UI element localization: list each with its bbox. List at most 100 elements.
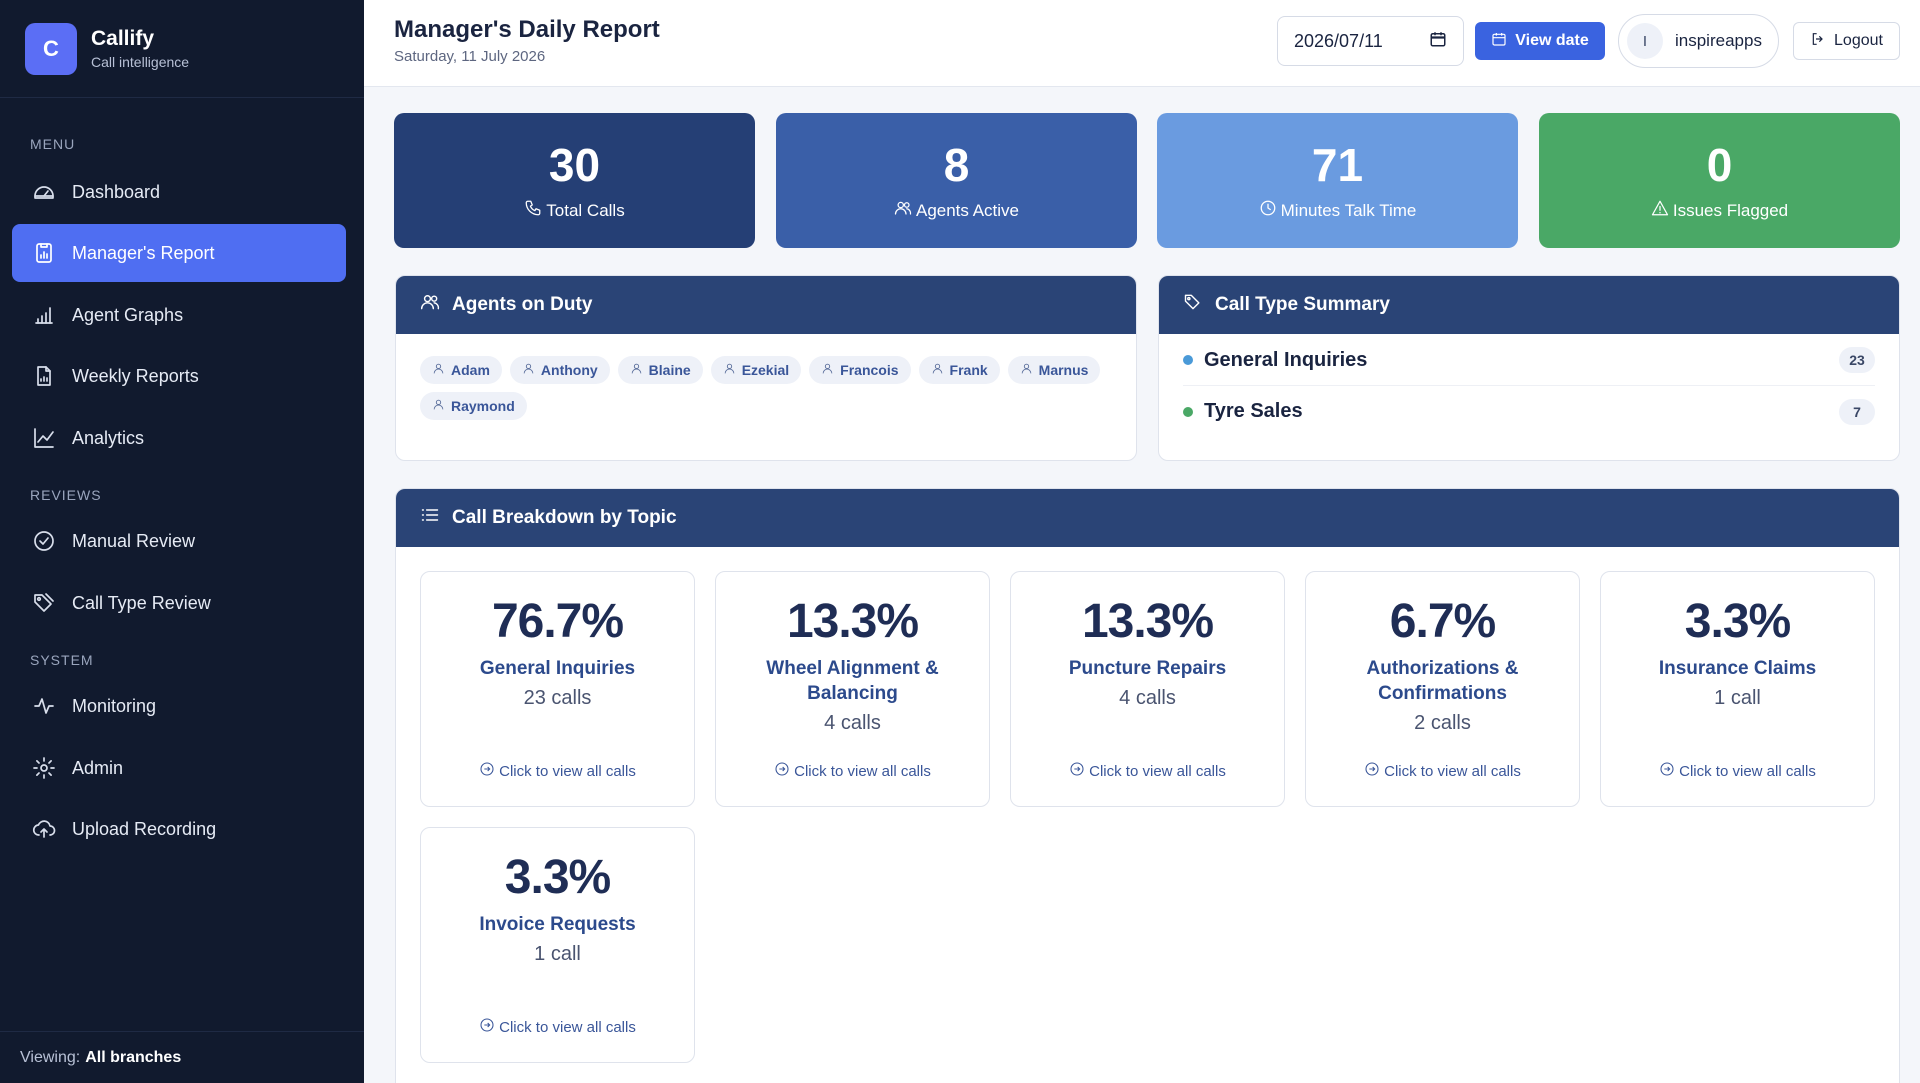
avatar: I [1627, 23, 1663, 59]
agent-chip[interactable]: Ezekial [710, 356, 802, 384]
topic-percentage: 76.7% [491, 595, 624, 648]
users-icon [894, 199, 916, 222]
topic-call-count: 4 calls [824, 712, 881, 734]
sidebar-item-label: Monitoring [72, 695, 157, 716]
sidebar-item-weekly-reports[interactable]: Weekly Reports [12, 347, 346, 405]
date-input-value: 2026/07/11 [1294, 30, 1383, 51]
date-input[interactable]: 2026/07/11 [1277, 16, 1464, 66]
logout-button[interactable]: Logout [1793, 22, 1900, 60]
sidebar-item-analytics[interactable]: Analytics [12, 409, 346, 467]
line-chart-icon [30, 424, 58, 452]
stat-value: 8 [943, 139, 970, 191]
arrow-circle-icon [479, 761, 499, 781]
sidebar-item-agent-graphs[interactable]: Agent Graphs [12, 286, 346, 344]
topic-card[interactable]: 6.7% Authorizations & Confirmations 2 ca… [1305, 571, 1580, 807]
logout-icon [1810, 31, 1834, 52]
topic-name: Insurance Claims [1658, 658, 1817, 679]
topic-percentage: 3.3% [1684, 595, 1791, 648]
arrow-circle-icon [1659, 761, 1679, 781]
panel-header: Agents on Duty [396, 276, 1136, 334]
arrow-circle-icon [774, 761, 794, 781]
sidebar-item-managers-report[interactable]: Manager's Report [12, 224, 346, 282]
topic-card[interactable]: 3.3% Invoice Requests 1 call Click to vi… [420, 827, 695, 1063]
brand-logo: C [25, 22, 77, 75]
view-calls-link[interactable]: Click to view all calls [1601, 761, 1874, 781]
sidebar-item-label: Upload Recording [72, 818, 217, 839]
sidebar-item-call-type-review[interactable]: Call Type Review [12, 574, 346, 632]
topic-percentage: 3.3% [504, 851, 611, 904]
view-calls-link[interactable]: Click to view all calls [421, 1017, 694, 1037]
brand-subtitle: Call intelligence [91, 54, 190, 70]
brand-name: Callify [91, 27, 155, 50]
sidebar-item-monitoring[interactable]: Monitoring [12, 677, 346, 735]
topic-card[interactable]: 76.7% General Inquiries 23 calls Click t… [420, 571, 695, 807]
call-type-row[interactable]: General Inquiries 23 [1183, 335, 1875, 386]
sidebar: C Callify Call intelligence MENU Dashboa… [0, 0, 364, 1083]
topic-card[interactable]: 13.3% Puncture Repairs 4 calls Click to … [1010, 571, 1285, 807]
view-calls-link[interactable]: Click to view all calls [716, 761, 989, 781]
panel-header: Call Type Summary [1159, 276, 1899, 334]
user-icon [1020, 362, 1039, 378]
view-date-button[interactable]: View date [1475, 22, 1605, 60]
calendar-icon[interactable] [1429, 30, 1447, 53]
agent-chip[interactable]: Anthony [509, 356, 610, 384]
call-type-row[interactable]: Tyre Sales 7 [1183, 386, 1875, 437]
agent-chip-list: Adam Anthony Blaine Ezekial Francois Fra… [396, 334, 1136, 420]
stat-value: 0 [1706, 139, 1733, 191]
topic-card[interactable]: 13.3% Wheel Alignment & Balancing 4 call… [715, 571, 990, 807]
agent-chip[interactable]: Marnus [1007, 356, 1101, 384]
calendar-icon [1491, 31, 1515, 52]
section-label-reviews: REVIEWS [30, 487, 102, 503]
user-icon [432, 398, 451, 414]
sidebar-item-upload-recording[interactable]: Upload Recording [12, 800, 346, 858]
top-header: Manager's Daily Report Saturday, 11 July… [364, 0, 1920, 87]
sidebar-item-admin[interactable]: Admin [12, 739, 346, 797]
topic-call-count: 23 calls [523, 687, 592, 709]
sidebar-item-label: Call Type Review [72, 592, 211, 613]
agent-chip[interactable]: Adam [420, 356, 502, 384]
agent-chip[interactable]: Francois [809, 356, 911, 384]
sidebar-item-label: Analytics [72, 427, 145, 448]
sidebar-item-manual-review[interactable]: Manual Review [12, 512, 346, 570]
file-chart-icon [30, 362, 58, 390]
user-menu[interactable]: I inspireapps [1618, 14, 1779, 68]
view-calls-link[interactable]: Click to view all calls [1306, 761, 1579, 781]
bar-chart-icon [30, 301, 58, 329]
branch-scope-prefix: Viewing: [20, 1048, 81, 1066]
topic-card[interactable]: 3.3% Insurance Claims 1 call Click to vi… [1600, 571, 1875, 807]
sidebar-item-label: Manual Review [72, 530, 196, 551]
arrow-circle-icon [1364, 761, 1384, 781]
topic-call-count: 4 calls [1119, 687, 1176, 709]
cloud-upload-icon [30, 815, 58, 843]
topic-percentage: 6.7% [1389, 595, 1496, 648]
stat-card-total-calls: 30 Total Calls [394, 113, 755, 248]
clock-icon [1259, 199, 1281, 222]
stat-label: Minutes Talk Time [1280, 200, 1417, 220]
topic-call-count: 2 calls [1414, 712, 1471, 734]
view-calls-link[interactable]: Click to view all calls [421, 761, 694, 781]
section-label-system: SYSTEM [30, 652, 94, 668]
user-name: inspireapps [1675, 31, 1762, 50]
sidebar-item-label: Admin [72, 757, 124, 778]
report-icon [30, 239, 58, 267]
topic-percentage: 13.3% [1081, 595, 1214, 648]
branch-scope-value: All branches [85, 1048, 182, 1066]
user-icon [630, 362, 649, 378]
view-calls-link[interactable]: Click to view all calls [1011, 761, 1284, 781]
count-badge: 23 [1839, 347, 1875, 373]
agent-chip[interactable]: Blaine [617, 356, 703, 384]
arrow-circle-icon [1069, 761, 1089, 781]
arrow-circle-icon [479, 1017, 499, 1037]
tags-icon [30, 589, 58, 617]
user-icon [821, 362, 840, 378]
topic-name: General Inquiries [479, 658, 636, 679]
topic-call-count: 1 call [1714, 687, 1761, 709]
phone-icon [524, 199, 546, 222]
sidebar-item-label: Manager's Report [72, 242, 215, 263]
agent-chip[interactable]: Frank [918, 356, 1000, 384]
panel-title: Agents on Duty [452, 294, 593, 315]
sidebar-item-dashboard[interactable]: Dashboard [12, 163, 346, 221]
brand[interactable]: C Callify Call intelligence [0, 0, 364, 98]
agent-chip[interactable]: Raymond [420, 392, 527, 420]
branch-scope[interactable]: Viewing: All branches [0, 1031, 364, 1083]
